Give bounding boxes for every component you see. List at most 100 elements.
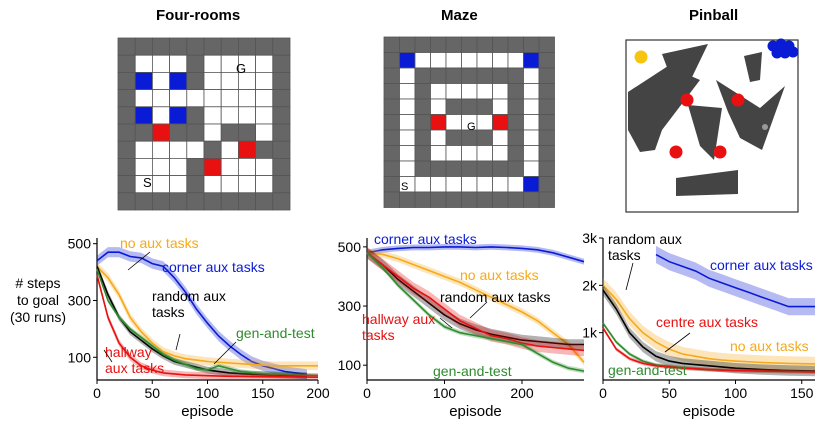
y-tick-label: 300 [68,292,92,308]
annotation-leader [103,349,113,363]
series-line [366,252,585,363]
series-annotation: corner aux tasks [374,231,477,247]
grid-cell [255,157,274,176]
grid-cell [134,72,153,91]
grid-cell [237,37,256,56]
grid-cell [255,175,274,194]
series-annotation: aux tasks [105,360,164,376]
grid-cell [203,89,222,108]
x-tick-label: 100 [196,385,220,401]
grid-cell [272,106,291,125]
grid-cell [492,52,509,69]
grid-cell [134,89,153,108]
series-annotation: random aux [608,231,682,247]
pinball-obstacle [628,130,662,152]
grid-cell [220,106,239,125]
grid-cell [237,192,256,211]
series-annotation: gen-and-test [433,363,512,379]
series-line [96,265,318,367]
series-annotation: corner aux tasks [162,259,265,275]
x-tick-label: 150 [251,385,275,401]
y-tick-label: 1k [582,325,598,341]
grid-cell [507,83,524,100]
grid-cell [476,98,493,115]
grid-cell [430,83,447,100]
series-annotation: tasks [608,247,641,263]
grid-cell [430,114,447,131]
grid-cell [430,67,447,84]
grid-cell [272,54,291,73]
series-annotation: no aux tasks [460,267,539,283]
grid-cell [383,114,400,131]
annotation-leader [469,301,488,319]
grid-cell [255,192,274,211]
series-band [97,247,307,380]
grid-cell [445,67,462,84]
grid-cell [255,123,274,142]
grid-cell [523,176,540,193]
pinball-obstacle [662,44,708,102]
pinball-goal-marker [779,47,791,59]
grid-cell [169,157,188,176]
grid-cell [134,157,153,176]
chart-0 [93,238,319,384]
grid-cell [237,157,256,176]
grid-cell [186,89,205,108]
maze-goal-label: G [467,121,476,133]
grid-cell [476,36,493,53]
grid-cell [203,54,222,73]
series-line [366,252,585,372]
annotation-leader [664,332,691,353]
grid-cell [538,129,555,146]
grid-cell [430,145,447,162]
x-axis-label: episode [683,403,736,420]
maze-start-label: S [401,181,408,193]
grid-cell [255,37,274,56]
grid-cell [203,157,222,176]
grid-cell [134,106,153,125]
grid-cell [399,114,416,131]
grid-cell [476,145,493,162]
x-tick-label: 0 [599,385,607,401]
y-axis-label: # steps [15,275,60,291]
grid-cell [523,98,540,115]
grid-cell [151,140,170,159]
grid-cell [399,52,416,69]
grid-cell [538,36,555,53]
grid-cell [507,176,524,193]
grid-cell [203,106,222,125]
grid-cell [151,192,170,211]
pinball-obstacle [744,52,762,82]
grid-cell [414,67,431,84]
y-tick-label: 2k [582,277,598,293]
grid-cell [399,67,416,84]
chart-1 [363,238,585,384]
grid-cell [117,37,136,56]
series-line [96,274,319,378]
grid-cell [186,106,205,125]
grid-cell [134,123,153,142]
grid-cell [430,191,447,208]
grid-cell [523,52,540,69]
grid-cell [237,140,256,159]
grid-cell [220,140,239,159]
grid-cell [461,160,478,177]
grid-cell [383,191,400,208]
grid-cell [272,192,291,211]
grid-cell [538,83,555,100]
grid-cell [383,98,400,115]
grid-cell [203,140,222,159]
grid-cell [272,37,291,56]
grid-cell [461,67,478,84]
grid-cell [383,145,400,162]
grid-cell [476,176,493,193]
grid-cell [117,175,136,194]
grid-cell [255,106,274,125]
pinball-subgoal-marker [669,145,683,159]
grid-cell [203,175,222,194]
grid-cell [538,176,555,193]
series-band [603,278,815,371]
series-line [366,252,585,352]
grid-cell [169,123,188,142]
grid-cell [538,67,555,84]
